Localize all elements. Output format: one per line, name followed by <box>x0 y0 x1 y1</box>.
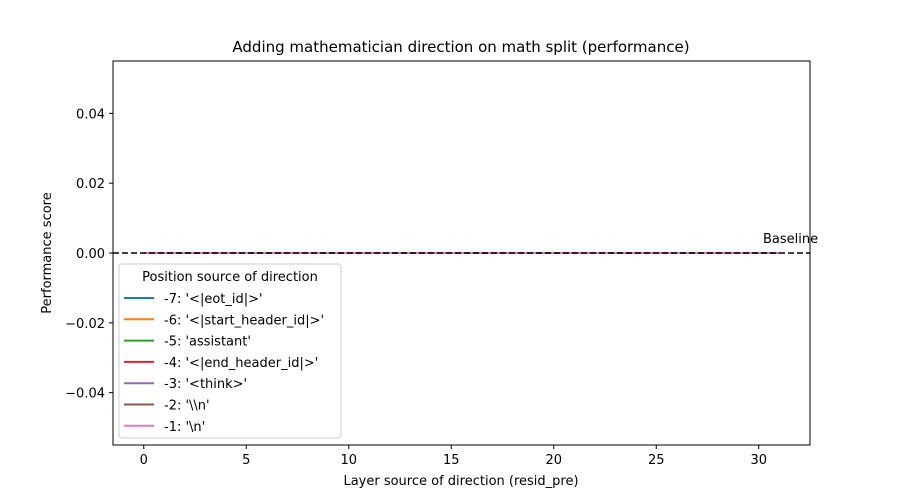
x-tick-label: 15 <box>443 453 460 468</box>
y-axis-label: Performance score <box>40 192 55 313</box>
x-tick-label: 20 <box>545 453 562 468</box>
legend-title: Position source of direction <box>142 270 318 285</box>
legend-entry: -1: '\n' <box>164 420 205 435</box>
x-tick-label: 5 <box>242 453 250 468</box>
y-tick-label: 0.04 <box>76 107 105 122</box>
y-tick-label: 0.02 <box>76 177 105 192</box>
baseline-label: Baseline <box>763 232 818 247</box>
legend-entry: -2: '\\n' <box>164 399 210 414</box>
legend-entry: -5: 'assistant' <box>164 335 251 350</box>
x-tick-label: 25 <box>648 453 665 468</box>
legend-entry: -3: '<think>' <box>164 377 247 392</box>
chart-title: Adding mathematician direction on math s… <box>232 38 689 56</box>
y-tick-label: 0.00 <box>76 247 105 262</box>
legend: Position source of direction -7: '<|eot_i… <box>118 263 342 439</box>
y-axis: −0.04 −0.02 0.00 0.02 0.04 <box>65 107 113 402</box>
x-tick-label: 10 <box>340 453 357 468</box>
x-tick-label: 30 <box>750 453 767 468</box>
legend-entry: -4: '<|end_header_id|>' <box>164 356 318 371</box>
y-tick-label: −0.02 <box>65 317 105 332</box>
plot-area: Baseline <box>112 60 818 446</box>
x-axis: 0 5 10 15 20 25 30 <box>140 445 767 468</box>
x-axis-label: Layer source of direction (resid_pre) <box>343 474 578 489</box>
y-tick-label: −0.04 <box>65 387 105 402</box>
legend-entry: -6: '<|start_header_id|>' <box>164 313 324 328</box>
legend-box <box>118 263 342 439</box>
x-tick-label: 0 <box>140 453 148 468</box>
legend-entry: -7: '<|eot_id|>' <box>164 292 263 307</box>
